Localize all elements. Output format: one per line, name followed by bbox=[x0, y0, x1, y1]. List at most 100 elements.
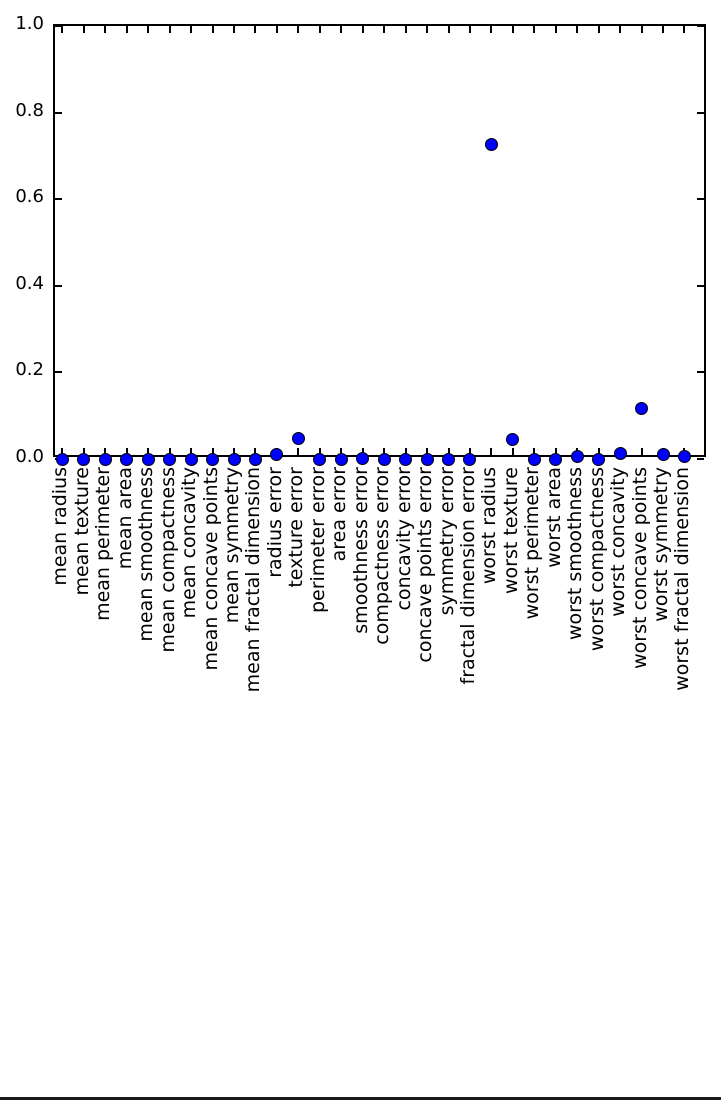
x-tick bbox=[82, 26, 85, 33]
data-point bbox=[592, 452, 606, 466]
x-tick bbox=[147, 26, 150, 33]
x-tick bbox=[640, 26, 643, 33]
x-tick bbox=[104, 448, 107, 455]
x-tick bbox=[597, 26, 600, 33]
plot-area bbox=[53, 24, 706, 466]
x-tick bbox=[468, 448, 471, 455]
x-tick bbox=[254, 26, 257, 33]
x-tick bbox=[233, 26, 235, 33]
x-tick bbox=[554, 26, 557, 33]
x-tick-label: worst symmetry bbox=[650, 467, 672, 622]
x-tick-label: mean concave points bbox=[199, 467, 222, 671]
data-point bbox=[270, 448, 284, 462]
y-tick bbox=[697, 284, 704, 287]
x-tick bbox=[211, 448, 214, 455]
x-tick-label: perimeter error bbox=[306, 467, 329, 614]
data-point bbox=[656, 447, 670, 461]
x-tick bbox=[490, 26, 493, 33]
y-tick bbox=[697, 111, 704, 114]
x-tick bbox=[361, 448, 364, 455]
y-tick bbox=[697, 458, 704, 460]
x-tick-label: worst compactness bbox=[585, 467, 608, 652]
x-tick-label: concavity error bbox=[392, 467, 415, 611]
x-tick bbox=[233, 448, 235, 455]
data-point bbox=[356, 452, 370, 466]
x-tick bbox=[275, 26, 278, 33]
y-tick-label: 0.2 bbox=[15, 359, 44, 381]
data-point bbox=[334, 452, 348, 466]
x-tick bbox=[318, 26, 321, 33]
x-tick-label: mean symmetry bbox=[221, 467, 243, 624]
data-point bbox=[506, 432, 520, 446]
x-tick bbox=[383, 26, 386, 33]
x-tick-label: worst fractal dimension bbox=[671, 467, 694, 691]
data-point bbox=[55, 452, 69, 466]
x-tick bbox=[61, 448, 64, 455]
data-point bbox=[399, 452, 413, 466]
x-tick bbox=[447, 26, 450, 33]
x-tick bbox=[511, 448, 514, 455]
x-tick bbox=[190, 448, 193, 455]
y-tick-label: 1.0 bbox=[15, 13, 44, 34]
x-tick-label: mean texture bbox=[70, 467, 93, 596]
x-tick bbox=[683, 26, 686, 33]
data-point bbox=[420, 452, 434, 466]
data-point bbox=[463, 452, 477, 466]
x-tick-label: mean fractal dimension bbox=[242, 467, 265, 693]
x-tick-label: area error bbox=[328, 467, 351, 562]
x-tick-label: worst smoothness bbox=[564, 467, 587, 641]
x-tick-label: mean compactness bbox=[156, 467, 179, 653]
x-tick-label: mean smoothness bbox=[135, 467, 158, 642]
data-point bbox=[120, 452, 134, 466]
x-tick-label: worst area bbox=[542, 467, 565, 568]
x-tick bbox=[533, 26, 536, 33]
x-tick bbox=[147, 448, 150, 455]
x-tick bbox=[426, 26, 429, 33]
data-point bbox=[570, 449, 584, 463]
y-tick bbox=[697, 25, 704, 27]
y-tick bbox=[697, 371, 704, 374]
y-tick-label: 0.0 bbox=[15, 446, 44, 467]
y-tick-label: 0.8 bbox=[15, 99, 44, 121]
x-tick bbox=[490, 448, 493, 455]
x-tick bbox=[190, 26, 193, 33]
x-tick-label: smoothness error bbox=[349, 467, 372, 634]
x-tick bbox=[383, 448, 386, 455]
data-point bbox=[677, 449, 691, 463]
x-tick bbox=[254, 448, 257, 455]
x-tick-label: compactness error bbox=[371, 467, 394, 645]
x-tick bbox=[82, 448, 85, 455]
x-tick bbox=[426, 448, 429, 455]
x-tick-label: mean perimeter bbox=[92, 467, 115, 621]
x-tick bbox=[662, 26, 664, 33]
x-tick-label: worst perimeter bbox=[521, 467, 544, 620]
data-point bbox=[613, 446, 627, 460]
x-tick-label: concave points error bbox=[414, 467, 437, 663]
data-point bbox=[248, 452, 262, 466]
data-point bbox=[77, 452, 91, 466]
x-tick bbox=[61, 26, 64, 33]
x-tick-label: texture error bbox=[285, 467, 308, 588]
data-point bbox=[206, 452, 220, 466]
x-tick bbox=[297, 26, 300, 33]
y-tick bbox=[55, 25, 62, 27]
x-tick-label: worst radius bbox=[478, 467, 501, 585]
y-tick bbox=[55, 284, 62, 287]
y-tick-label: 0.4 bbox=[15, 272, 44, 294]
data-point bbox=[484, 137, 498, 151]
x-tick-label: mean area bbox=[113, 467, 136, 570]
x-tick bbox=[211, 26, 214, 33]
x-tick bbox=[533, 448, 536, 455]
x-tick-label: worst concave points bbox=[628, 467, 651, 669]
x-tick bbox=[468, 26, 471, 33]
x-tick bbox=[340, 448, 343, 455]
x-tick bbox=[597, 448, 600, 455]
data-point bbox=[377, 452, 391, 466]
y-tick bbox=[55, 371, 62, 374]
data-point bbox=[291, 431, 305, 445]
x-tick bbox=[576, 26, 579, 33]
x-tick-label: symmetry error bbox=[435, 467, 458, 616]
x-tick bbox=[125, 448, 128, 455]
x-tick bbox=[640, 448, 643, 455]
